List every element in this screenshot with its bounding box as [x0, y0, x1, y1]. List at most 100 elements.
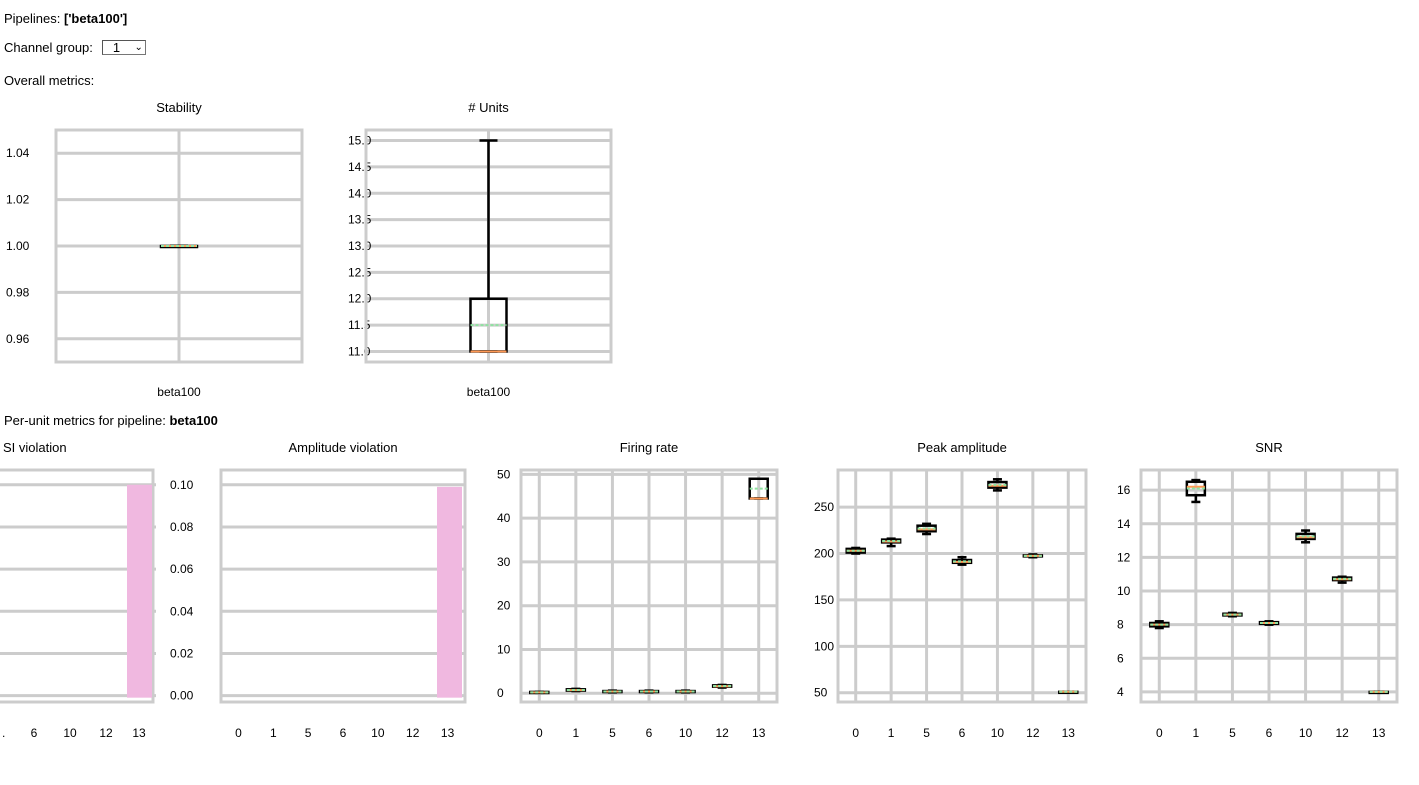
chart-panel: SNR 16 14 12 10 8 6 4 0 1 5 6 10 12 13	[1117, 440, 1399, 740]
chart-panel: Stability 1.04 1.02 1.00 0.98 0.96 beta100	[6, 100, 304, 399]
x-tick-label: 12	[406, 726, 420, 740]
x-tick-label: 12	[1026, 726, 1040, 740]
x-tick-label: 13	[1372, 726, 1386, 740]
x-tick-label: 1	[270, 726, 277, 740]
chart-title: SNR	[1255, 440, 1282, 455]
overall-metrics-heading: Overall metrics:	[4, 73, 95, 88]
x-tick-label: 12	[715, 726, 729, 740]
y-tick-label: 50	[497, 467, 511, 481]
plot-frame	[219, 468, 467, 704]
y-tick-label: 8	[1117, 618, 1124, 632]
y-tick-label: 0	[497, 686, 504, 700]
chart-panel: # Units15.014.514.013.513.012.512.011.51…	[348, 100, 613, 399]
y-tick-label: 12.0	[348, 292, 372, 306]
chart-title: SI violation	[3, 440, 67, 455]
y-tick-label: 40	[497, 511, 511, 525]
x-tick-label: 5	[923, 726, 930, 740]
y-tick-label: 250	[814, 500, 834, 514]
y-tick-label: 20	[497, 599, 511, 613]
y-tick-label: 1.00	[6, 239, 30, 253]
x-tick-label: 13	[132, 726, 146, 740]
x-tick-label: 0	[1156, 726, 1163, 740]
channel-group-line: Channel group: 1 ⌄	[4, 40, 146, 55]
y-tick-label: 0.06	[170, 562, 194, 576]
x-tick-label-clipped: .	[2, 726, 5, 740]
y-tick-label: 14	[1117, 517, 1131, 531]
channel-group-select[interactable]: 1 ⌄	[101, 40, 146, 55]
channel-group-label: Channel group:	[4, 40, 93, 55]
x-tick-label: 6	[646, 726, 653, 740]
pipelines-line: Pipelines: ['beta100']	[4, 11, 127, 26]
y-tick-label: 0.10	[170, 478, 194, 492]
channel-group-value: 1	[112, 40, 121, 55]
plot-frame	[364, 128, 613, 364]
x-tick-label: 1	[573, 726, 580, 740]
y-tick-label: 30	[497, 555, 511, 569]
x-tick-label: 5	[609, 726, 616, 740]
y-tick-label: 12.5	[348, 265, 372, 279]
bar	[437, 486, 462, 698]
x-tick-label: 1	[1193, 726, 1200, 740]
chart-title: Firing rate	[620, 440, 679, 455]
y-tick-label: 14.5	[348, 160, 372, 174]
chart-title: # Units	[468, 100, 509, 115]
x-tick-label: 12	[1335, 726, 1349, 740]
x-tick-label: 5	[1229, 726, 1236, 740]
y-tick-label: 100	[814, 639, 834, 653]
y-tick-label: 15.0	[348, 134, 372, 148]
y-tick-label: 10	[497, 642, 511, 656]
chart-title: Amplitude violation	[288, 440, 397, 455]
y-tick-label: 14.0	[348, 186, 372, 200]
y-tick-label: 10	[1117, 584, 1131, 598]
y-tick-label: 4	[1117, 685, 1124, 699]
plot-frame	[54, 128, 304, 364]
y-tick-label: 12	[1117, 550, 1131, 564]
x-tick-label: 13	[752, 726, 766, 740]
y-tick-label: 0.00	[170, 689, 194, 703]
x-tick-label: 10	[371, 726, 385, 740]
x-tick-label: 0	[235, 726, 242, 740]
chart-panel: Peak amplitude 250 200 150 100 50 0 1 5 6 10 12 13	[814, 440, 1088, 740]
y-tick-label: 0.02	[170, 646, 194, 660]
pipelines-value: ['beta100']	[64, 11, 128, 26]
chart-panel: SI violation 6 10 12 13.	[0, 440, 156, 740]
y-tick-label: 6	[1117, 651, 1124, 665]
x-tick-label: 12	[99, 726, 113, 740]
plot-frame	[0, 468, 155, 704]
x-tick-label: 6	[340, 726, 347, 740]
y-tick-label: 1.04	[6, 146, 30, 160]
chevron-down-icon: ⌄	[134, 41, 143, 53]
x-tick-label: 1	[888, 726, 895, 740]
plot-frame	[519, 468, 779, 704]
y-tick-label: 13.0	[348, 239, 372, 253]
y-tick-label: 150	[814, 593, 834, 607]
chart-panel: Firing rate 50 40 30 20 10 0 0 1 5 6 10 12 13	[497, 440, 779, 740]
x-tick-label: 6	[1266, 726, 1273, 740]
per-unit-metrics-heading: Per-unit metrics for pipeline: beta100	[4, 413, 218, 428]
y-tick-label: 0.08	[170, 520, 194, 534]
x-tick-label: beta100	[467, 385, 511, 399]
x-tick-label: 5	[305, 726, 312, 740]
plot-frame	[836, 468, 1088, 704]
x-tick-label: 10	[63, 726, 77, 740]
x-tick-label: 13	[1062, 726, 1076, 740]
x-tick-label: 10	[991, 726, 1005, 740]
y-tick-label: 200	[814, 547, 834, 561]
per-unit-label: Per-unit metrics for pipeline:	[4, 413, 166, 428]
x-tick-label: 6	[31, 726, 38, 740]
pipelines-label: Pipelines:	[4, 11, 61, 26]
y-tick-label: 0.96	[6, 332, 30, 346]
y-tick-label: 50	[814, 686, 828, 700]
chart-panel: Amplitude violation 0.10 0.08 0.06 0.04 0.02 0…	[170, 440, 467, 740]
y-tick-label: 13.5	[348, 213, 372, 227]
x-tick-label: 6	[959, 726, 966, 740]
x-tick-label: 10	[1299, 726, 1313, 740]
x-tick-label: 0	[852, 726, 859, 740]
y-tick-label: 0.04	[170, 604, 194, 618]
y-tick-label: 1.02	[6, 193, 30, 207]
y-tick-label: 0.98	[6, 285, 30, 299]
x-tick-label: 13	[441, 726, 455, 740]
plot-frame	[1139, 468, 1399, 704]
y-tick-label: 16	[1117, 483, 1131, 497]
